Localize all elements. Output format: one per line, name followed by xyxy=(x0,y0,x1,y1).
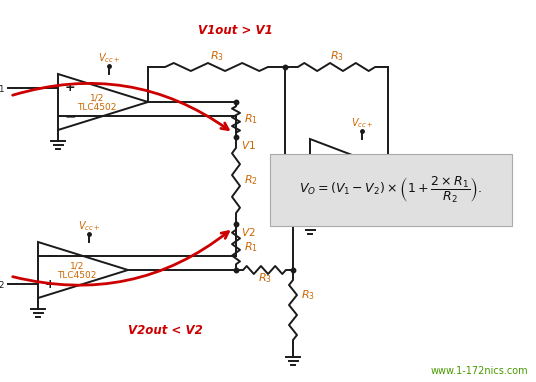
Text: $R_3$: $R_3$ xyxy=(257,271,272,285)
FancyBboxPatch shape xyxy=(270,154,512,226)
Text: $R_3$: $R_3$ xyxy=(210,49,224,63)
Text: V2out < V2: V2out < V2 xyxy=(128,324,203,337)
Text: V1out > V1: V1out > V1 xyxy=(198,24,273,37)
Text: $V_O$: $V_O$ xyxy=(452,169,471,185)
Text: $V_{cc+}$: $V_{cc+}$ xyxy=(78,219,100,233)
Text: $R_3$: $R_3$ xyxy=(301,288,315,302)
Text: $V1$: $V1$ xyxy=(241,139,256,151)
Text: $V2$: $V2$ xyxy=(241,226,256,238)
Text: $V_1$: $V_1$ xyxy=(0,79,5,95)
Text: −: − xyxy=(65,110,77,123)
Text: $R_3$: $R_3$ xyxy=(330,49,344,63)
Text: $R_1$: $R_1$ xyxy=(244,113,258,126)
Text: $R_1$: $R_1$ xyxy=(244,240,258,254)
Text: −: − xyxy=(318,150,330,164)
Text: www.1-172nics.com: www.1-172nics.com xyxy=(430,366,528,376)
Text: $R_2$: $R_2$ xyxy=(244,173,258,188)
Text: +: + xyxy=(318,190,329,203)
FancyArrowPatch shape xyxy=(13,83,228,129)
Text: $V_{cc+}$: $V_{cc+}$ xyxy=(98,51,121,65)
Text: TLC4501: TLC4501 xyxy=(333,176,376,186)
Text: $V_2$: $V_2$ xyxy=(0,275,5,291)
Text: +: + xyxy=(45,278,56,291)
Text: TLC4502: TLC4502 xyxy=(77,104,116,113)
FancyArrowPatch shape xyxy=(13,231,228,285)
Text: +: + xyxy=(65,81,76,94)
Text: 1/2: 1/2 xyxy=(70,262,84,270)
Text: $V_O = (V_1 - V_2) \times \left(1 + \dfrac{2 \times R_1}{R_2}\right).$: $V_O = (V_1 - V_2) \times \left(1 + \dfr… xyxy=(299,175,483,205)
Text: TLC4502: TLC4502 xyxy=(57,272,96,280)
Text: 1/2: 1/2 xyxy=(90,94,104,102)
Text: −: − xyxy=(45,248,57,262)
Text: $V_{cc+}$: $V_{cc+}$ xyxy=(351,116,373,130)
